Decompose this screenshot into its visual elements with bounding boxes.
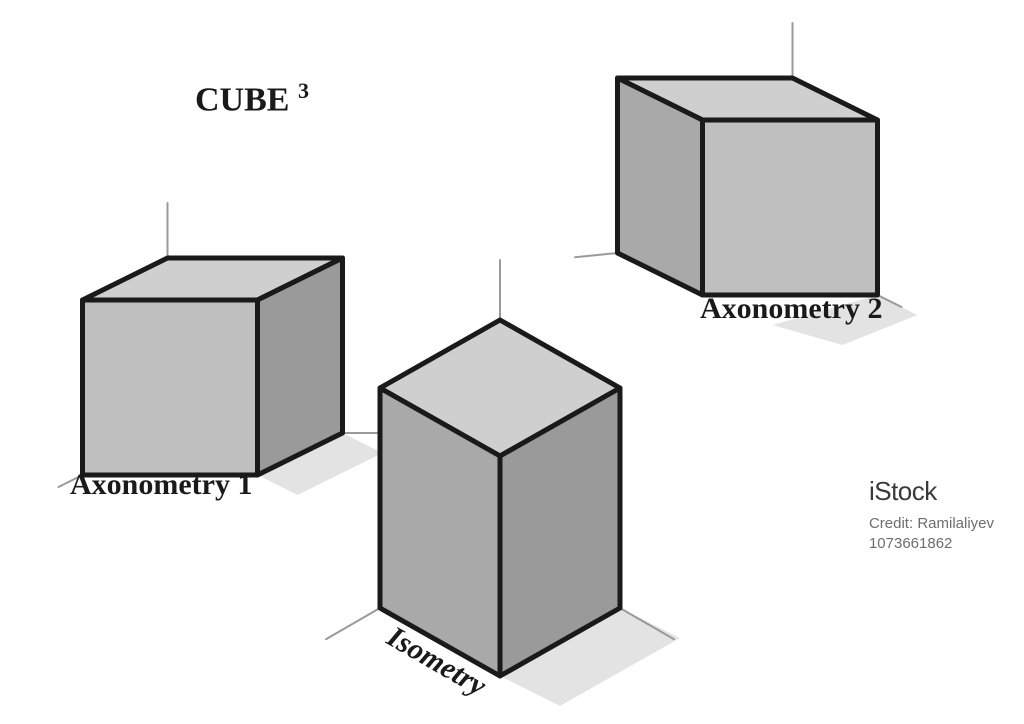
diagram-svg bbox=[0, 0, 1024, 724]
axon2-front bbox=[703, 120, 878, 295]
caption-axon1: Axonometry 1 bbox=[70, 468, 252, 502]
title-text: CUBE bbox=[195, 81, 289, 118]
iso-axis-x bbox=[326, 608, 380, 639]
axon2-axis-x bbox=[575, 253, 618, 257]
page-title: CUBE 3 bbox=[195, 78, 309, 119]
title-sup: 3 bbox=[298, 78, 309, 103]
axon1-front bbox=[83, 300, 258, 475]
caption-axon2: Axonometry 2 bbox=[700, 292, 882, 326]
diagram-stage: CUBE 3 iStock Credit: Ramilaliyev 107366… bbox=[0, 0, 1024, 724]
